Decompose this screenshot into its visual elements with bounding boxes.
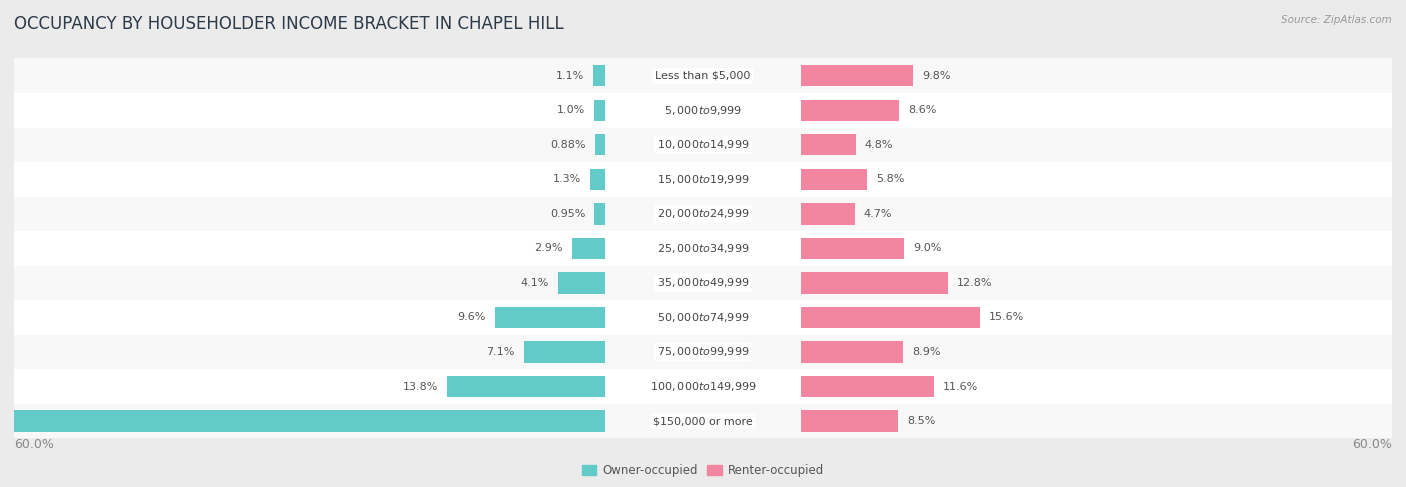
Bar xyxy=(800,169,868,190)
Text: 7.1%: 7.1% xyxy=(486,347,515,357)
Text: 4.8%: 4.8% xyxy=(865,140,893,150)
Text: 0.95%: 0.95% xyxy=(550,209,585,219)
Bar xyxy=(800,134,856,155)
Text: $50,000 to $74,999: $50,000 to $74,999 xyxy=(657,311,749,324)
Bar xyxy=(14,265,1392,300)
Bar xyxy=(14,58,1392,93)
Text: 9.0%: 9.0% xyxy=(912,244,942,253)
Bar xyxy=(800,99,900,121)
Text: 0.88%: 0.88% xyxy=(551,140,586,150)
Bar xyxy=(591,169,606,190)
Text: 11.6%: 11.6% xyxy=(943,381,979,392)
Text: 1.0%: 1.0% xyxy=(557,105,585,115)
Bar xyxy=(595,134,606,155)
Text: $10,000 to $14,999: $10,000 to $14,999 xyxy=(657,138,749,151)
Text: $5,000 to $9,999: $5,000 to $9,999 xyxy=(664,104,742,117)
Bar xyxy=(800,411,898,432)
Text: 9.8%: 9.8% xyxy=(922,71,950,81)
Bar xyxy=(595,203,606,225)
Text: $35,000 to $49,999: $35,000 to $49,999 xyxy=(657,277,749,289)
Bar xyxy=(800,65,912,86)
Text: 15.6%: 15.6% xyxy=(988,313,1024,322)
Bar xyxy=(572,238,606,259)
Text: 8.9%: 8.9% xyxy=(912,347,941,357)
Text: OCCUPANCY BY HOUSEHOLDER INCOME BRACKET IN CHAPEL HILL: OCCUPANCY BY HOUSEHOLDER INCOME BRACKET … xyxy=(14,15,564,33)
Bar xyxy=(800,307,980,328)
Text: 8.6%: 8.6% xyxy=(908,105,936,115)
Bar xyxy=(14,93,1392,128)
Text: $25,000 to $34,999: $25,000 to $34,999 xyxy=(657,242,749,255)
Text: 4.7%: 4.7% xyxy=(863,209,893,219)
Text: $100,000 to $149,999: $100,000 to $149,999 xyxy=(650,380,756,393)
Bar xyxy=(447,376,606,397)
Text: 2.9%: 2.9% xyxy=(534,244,562,253)
Text: Less than $5,000: Less than $5,000 xyxy=(655,71,751,81)
Text: $20,000 to $24,999: $20,000 to $24,999 xyxy=(657,207,749,220)
Text: Source: ZipAtlas.com: Source: ZipAtlas.com xyxy=(1281,15,1392,25)
Text: 60.0%: 60.0% xyxy=(14,438,53,451)
Bar xyxy=(0,411,606,432)
Legend: Owner-occupied, Renter-occupied: Owner-occupied, Renter-occupied xyxy=(578,459,828,482)
Bar xyxy=(800,203,855,225)
Bar xyxy=(593,99,606,121)
Bar xyxy=(800,376,934,397)
Bar xyxy=(800,341,903,363)
Text: 1.1%: 1.1% xyxy=(555,71,583,81)
Bar xyxy=(14,335,1392,369)
Bar xyxy=(14,300,1392,335)
Bar xyxy=(524,341,606,363)
Bar xyxy=(593,65,606,86)
Bar xyxy=(800,238,904,259)
Bar xyxy=(14,231,1392,265)
Text: 4.1%: 4.1% xyxy=(520,278,550,288)
Bar xyxy=(495,307,606,328)
Bar xyxy=(14,404,1392,438)
Text: 9.6%: 9.6% xyxy=(457,313,486,322)
Bar xyxy=(14,128,1392,162)
Bar xyxy=(558,272,606,294)
Text: 8.5%: 8.5% xyxy=(907,416,936,426)
Bar xyxy=(14,162,1392,197)
Text: 60.0%: 60.0% xyxy=(1353,438,1392,451)
Text: 12.8%: 12.8% xyxy=(956,278,993,288)
Text: $15,000 to $19,999: $15,000 to $19,999 xyxy=(657,173,749,186)
Text: 1.3%: 1.3% xyxy=(553,174,581,184)
Bar xyxy=(14,197,1392,231)
Text: 5.8%: 5.8% xyxy=(876,174,904,184)
Text: $75,000 to $99,999: $75,000 to $99,999 xyxy=(657,345,749,358)
Text: $150,000 or more: $150,000 or more xyxy=(654,416,752,426)
Text: 13.8%: 13.8% xyxy=(402,381,437,392)
Bar xyxy=(14,369,1392,404)
Bar xyxy=(800,272,948,294)
